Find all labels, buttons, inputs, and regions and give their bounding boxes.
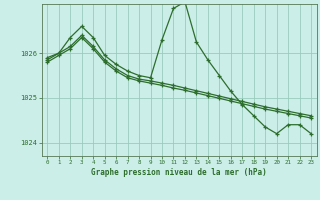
X-axis label: Graphe pression niveau de la mer (hPa): Graphe pression niveau de la mer (hPa) [91,168,267,177]
